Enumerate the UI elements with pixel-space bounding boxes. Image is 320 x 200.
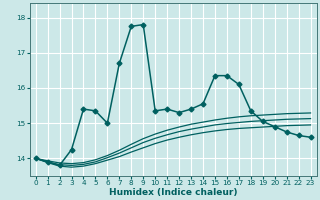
X-axis label: Humidex (Indice chaleur): Humidex (Indice chaleur) — [109, 188, 237, 197]
